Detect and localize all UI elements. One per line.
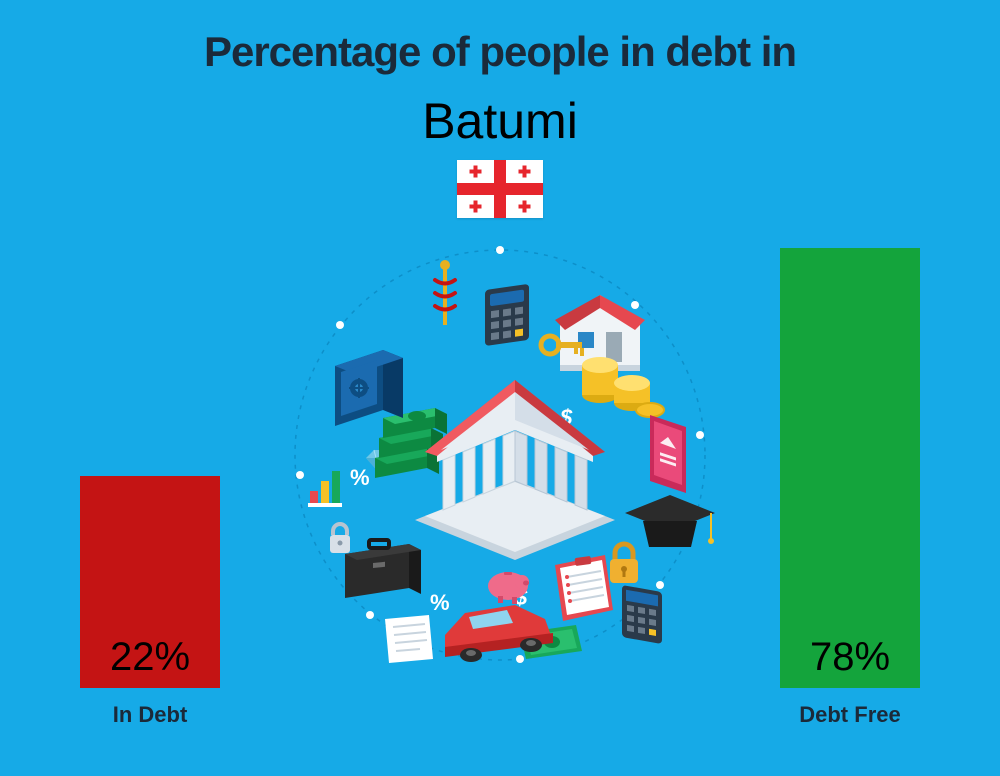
bar-in-debt: 22% bbox=[80, 476, 220, 688]
bar-value-debt-free: 78% bbox=[780, 635, 920, 680]
bar-label-in-debt: In Debt bbox=[113, 702, 188, 728]
calculator-icon bbox=[485, 284, 529, 346]
georgia-flag-icon bbox=[457, 160, 543, 218]
briefcase-icon bbox=[345, 540, 421, 598]
document-icon bbox=[385, 615, 433, 663]
caduceus-icon bbox=[422, 260, 468, 325]
bar-debt-free: 78% bbox=[780, 248, 920, 688]
clipboard-icon bbox=[555, 555, 613, 621]
page-title: Percentage of people in debt in bbox=[0, 28, 1000, 76]
svg-text:%: % bbox=[350, 465, 370, 490]
bar-group-debt-free: 78% Debt Free bbox=[780, 248, 920, 728]
flag-svg bbox=[457, 160, 543, 218]
svg-text:%: % bbox=[430, 590, 450, 615]
finance-illustration: % % $ $ bbox=[280, 235, 720, 675]
bar-label-debt-free: Debt Free bbox=[799, 702, 900, 728]
mini-bar-chart-icon bbox=[308, 471, 342, 507]
city-subtitle: Batumi bbox=[0, 92, 1000, 150]
bar-group-in-debt: 22% In Debt bbox=[80, 476, 220, 728]
bank-building-icon bbox=[415, 380, 615, 560]
infographic-canvas: Percentage of people in debt in Batumi 2… bbox=[0, 0, 1000, 776]
small-lock-icon bbox=[330, 524, 350, 553]
safe-icon bbox=[335, 350, 403, 426]
graduation-cap-icon bbox=[625, 495, 715, 547]
cash-stack-icon bbox=[375, 408, 447, 478]
bar-value-in-debt: 22% bbox=[80, 635, 220, 680]
finance-illustration-svg: % % $ $ bbox=[280, 235, 720, 675]
lock-icon bbox=[610, 544, 638, 583]
phone-icon bbox=[650, 415, 686, 493]
calculator-icon-2 bbox=[622, 585, 662, 644]
